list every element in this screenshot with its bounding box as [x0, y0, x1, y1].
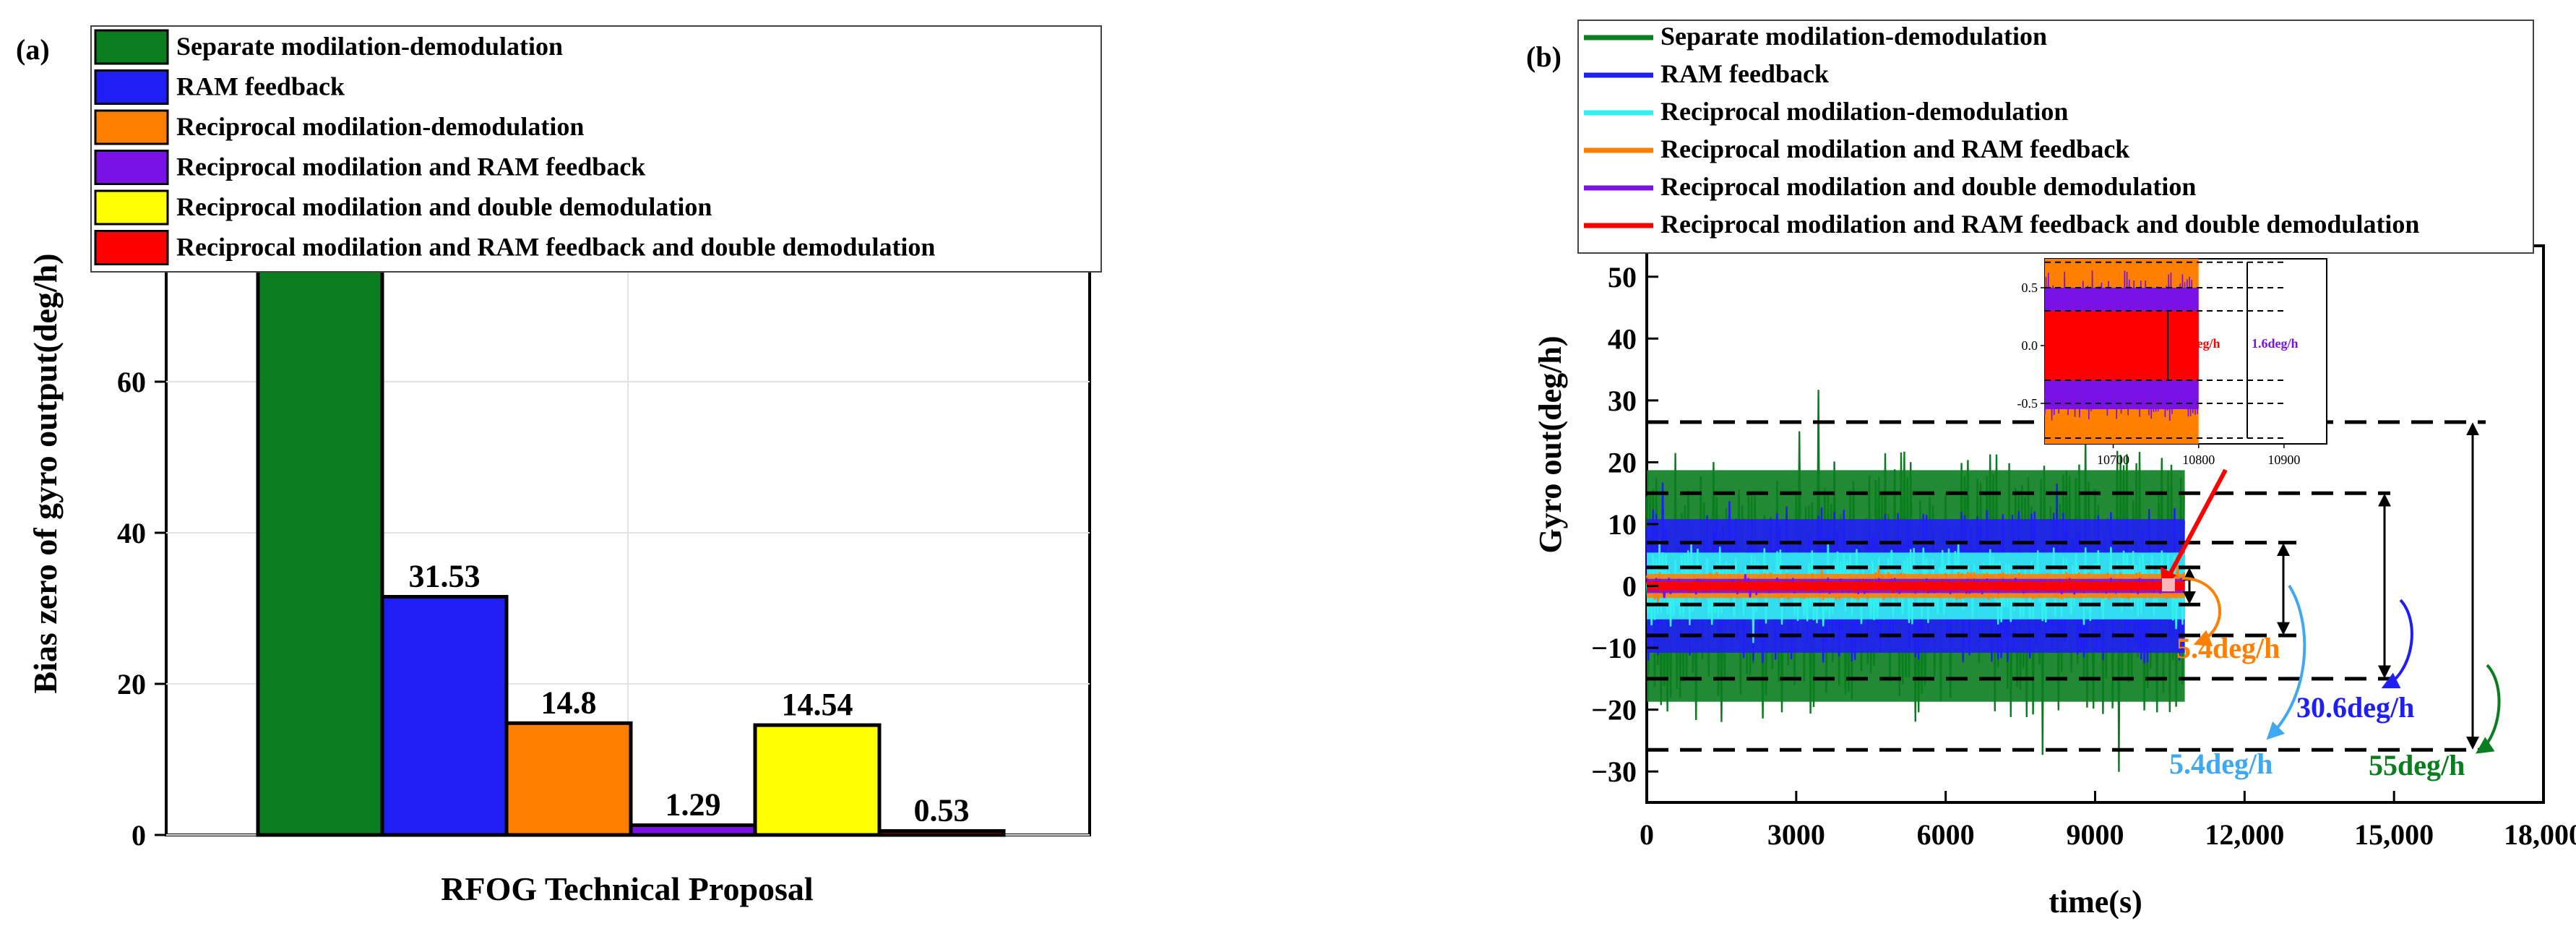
legend-swatch — [94, 150, 169, 185]
y-tick-label: 30 — [1608, 385, 1637, 417]
zoom-region-marker — [2162, 578, 2175, 591]
panel-b-annotations: 5.4deg/h 5.4deg/h 30.6deg/h 55deg/h — [2161, 422, 2501, 781]
y-tick-label: 0 — [1622, 570, 1637, 603]
y-tick-label: 50 — [1608, 261, 1637, 294]
x-tick-label: 18,000 — [2504, 818, 2576, 851]
inset-x-tick-label: 10900 — [2267, 453, 2300, 467]
span-annotation: 30.6deg/h — [2296, 691, 2414, 724]
legend-label: Reciprocal modilation-demodulation — [1660, 97, 2068, 126]
panel-a-x-axis-label: RFOG Technical Proposal — [441, 870, 813, 907]
callout-arrow — [2181, 577, 2222, 646]
y-tick-label: −20 — [1591, 694, 1637, 727]
inset-y-tick-label: 0.0 — [2022, 338, 2038, 353]
y-tick-label: 40 — [1608, 322, 1637, 355]
x-tick-label: 6000 — [1917, 818, 1975, 851]
legend-label: Reciprocal modilation-demodulation — [176, 112, 584, 141]
bar-value-label: 31.53 — [409, 559, 481, 594]
bar-4 — [629, 823, 757, 837]
inset-y-tick-label: 0.5 — [2022, 280, 2038, 295]
y-tick-label: −10 — [1591, 632, 1637, 664]
panel-a-bars — [256, 200, 1006, 837]
panel-b-legend: Separate modilation-demodulation RAM feed… — [1577, 20, 2534, 254]
y-tick-label: 20 — [117, 668, 146, 700]
y-tick-label: 40 — [117, 517, 146, 549]
panel-a-y-axis-label: Bias zero of gyro output(deg/h) — [27, 253, 64, 693]
bar-2 — [380, 595, 509, 837]
legend-label: RAM feedback — [176, 72, 345, 101]
y-tick-label: 0 — [132, 819, 146, 852]
x-tick-label: 3000 — [1767, 818, 1825, 851]
inset-y-tick-label: -0.5 — [2017, 396, 2038, 411]
span-annotation: 5.4deg/h — [2176, 632, 2280, 664]
y-tick-label: 20 — [1608, 446, 1637, 479]
y-tick-label: −30 — [1591, 755, 1637, 788]
x-tick-label: 0 — [1640, 818, 1654, 851]
panel-b-x-axis-label: time(s) — [2049, 884, 2142, 920]
callout-arrow — [2476, 664, 2501, 754]
panel-b-traces — [1645, 390, 2185, 772]
legend-swatch — [94, 69, 169, 105]
legend-label: Reciprocal modilation and RAM feedback a… — [1660, 210, 2419, 239]
bar-6 — [877, 828, 1006, 837]
x-tick-label: 12,000 — [2205, 818, 2284, 851]
panel-a-legend-box — [90, 25, 1102, 273]
span-annotation: 55deg/h — [2369, 749, 2465, 781]
panel-b-inset: 0.6deg/h 1.6deg/h -0.5 0.0 0.5 10700 10800 1090… — [2017, 258, 2327, 467]
span-annotation: 5.4deg/h — [2169, 747, 2273, 780]
panel-b-y-axis-label: Gyro out(deg/h) — [1533, 335, 1568, 553]
callout-arrow — [2381, 599, 2413, 689]
bar-value-label: 1.29 — [665, 787, 721, 823]
y-tick-label: 60 — [117, 366, 146, 398]
bar-1 — [256, 200, 384, 837]
panel-b-legend-box — [1577, 20, 2534, 254]
inset-annotation: 0.6deg/h — [2174, 336, 2220, 351]
bar-value-label: 14.54 — [782, 687, 853, 722]
panel-a-y-ticks: 020406080 — [117, 215, 166, 852]
legend-label: Reciprocal modilation and double demodul… — [176, 192, 712, 221]
bar-value-label: 0.53 — [914, 792, 970, 828]
panel-b-y-ticks: −30 −20 −10 0 10 20 30 40 50 — [1591, 261, 1658, 788]
x-tick-label: 15,000 — [2354, 818, 2434, 851]
bar-3 — [504, 721, 633, 837]
inset-x-tick-label: 10700 — [2097, 453, 2129, 467]
legend-swatch — [94, 189, 169, 226]
legend-label: Reciprocal modilation and RAM feedback — [176, 153, 645, 181]
panel-b-label: (b) — [1526, 40, 1561, 73]
inset-x-tick-label: 10800 — [2182, 453, 2215, 467]
panel-a-label: (a) — [16, 33, 50, 66]
legend-swatch — [94, 29, 169, 65]
trace-core-6 — [1647, 581, 2185, 591]
legend-label: Reciprocal modilation and double demodul… — [1660, 172, 2196, 201]
inset-annotation: 1.6deg/h — [2252, 336, 2299, 351]
panel-b: (b) 5.4deg/h 5.4deg/h 30.6deg/h 55deg/h −30… — [1526, 20, 2576, 920]
panel-b-x-ticks: 0 3000 6000 9000 12,000 15,000 18,000 — [1640, 791, 2576, 851]
panel-a-legend: Separate modilation-demodulation RAM feed… — [90, 25, 1102, 273]
bar-value-label: 14.8 — [541, 685, 597, 720]
inset-red-band — [2045, 311, 2199, 380]
legend-label: Reciprocal modilation and RAM feedback a… — [176, 233, 935, 262]
bar-5 — [753, 723, 882, 837]
x-tick-label: 9000 — [2067, 818, 2124, 851]
legend-label: RAM feedback — [1660, 59, 1829, 88]
legend-label: Separate modilation-demodulation — [176, 32, 563, 61]
inset-pointer-arrow — [2166, 468, 2228, 580]
y-tick-label: 10 — [1608, 508, 1637, 541]
legend-swatch — [94, 109, 169, 145]
legend-label: Separate modilation-demodulation — [1660, 22, 2047, 51]
legend-label: Reciprocal modilation and RAM feedback — [1660, 134, 2129, 163]
callout-arrow — [2266, 584, 2306, 740]
legend-swatch — [94, 230, 169, 265]
